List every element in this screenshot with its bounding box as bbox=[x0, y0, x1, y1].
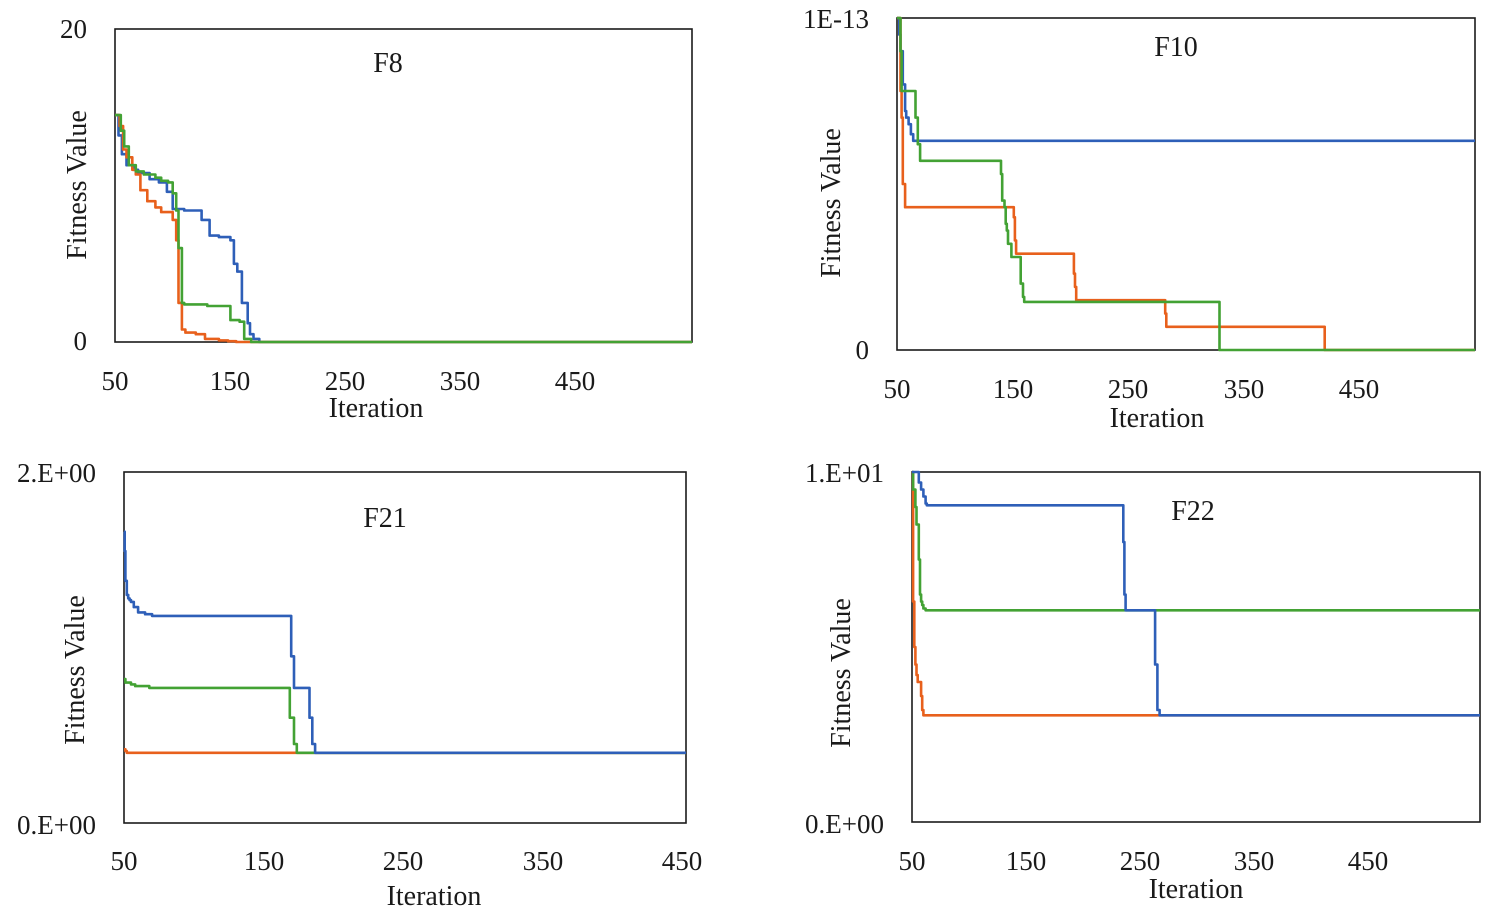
chart-title: F22 bbox=[1171, 496, 1215, 527]
x-tick-label: 350 bbox=[523, 846, 564, 876]
x-tick-label: 50 bbox=[102, 366, 129, 396]
panel-f21: F21 Fitness Value Iteration 2.E+00 0.E+0… bbox=[17, 458, 702, 911]
y-axis-label: Fitness Value bbox=[826, 598, 857, 748]
x-tick-label: 450 bbox=[662, 846, 703, 876]
panel-f10: F10 Fitness Value Iteration 1E-13 0 50 15… bbox=[803, 4, 1476, 434]
x-tick-label: 150 bbox=[244, 846, 285, 876]
x-tick-label: 250 bbox=[1120, 846, 1161, 876]
y-axis-label: Fitness Value bbox=[816, 128, 847, 278]
x-tick-label: 150 bbox=[1006, 846, 1047, 876]
y-axis-label: Fitness Value bbox=[60, 595, 91, 745]
x-tick-label: 350 bbox=[1234, 846, 1275, 876]
series-line-series-1 bbox=[123, 530, 686, 755]
x-tick-labels: 50 150 250 350 450 bbox=[899, 846, 1389, 876]
series-line-series-2 bbox=[897, 16, 1475, 352]
series-line-series-1 bbox=[115, 113, 692, 344]
series-layer bbox=[897, 16, 1475, 352]
x-tick-label: 450 bbox=[1348, 846, 1389, 876]
x-tick-labels: 50 150 250 350 450 bbox=[111, 846, 703, 876]
plot-frame bbox=[911, 471, 1481, 823]
plot-frame bbox=[114, 28, 693, 343]
series-line-series-3 bbox=[124, 677, 686, 755]
x-tick-labels: 50 150 250 350 450 bbox=[884, 374, 1380, 404]
y-axis-label: Fitness Value bbox=[62, 110, 93, 260]
chart-title: F8 bbox=[373, 48, 403, 79]
panel-f22: F22 Fitness Value Iteration 1.E+01 0.E+0… bbox=[805, 458, 1481, 905]
x-tick-label: 50 bbox=[111, 846, 138, 876]
series-line-series-3 bbox=[897, 16, 1475, 352]
y-tick-label: 0 bbox=[856, 335, 870, 365]
x-tick-label: 50 bbox=[899, 846, 926, 876]
x-axis-label: Iteration bbox=[1149, 874, 1244, 905]
y-tick-label: 1E-13 bbox=[803, 4, 869, 34]
x-tick-label: 150 bbox=[210, 366, 251, 396]
series-line-series-3 bbox=[911, 470, 1480, 612]
series-layer bbox=[115, 113, 692, 344]
y-tick-label: 0 bbox=[74, 326, 88, 356]
x-axis-label: Iteration bbox=[387, 881, 482, 911]
x-tick-label: 50 bbox=[884, 374, 911, 404]
y-tick-label: 2.E+00 bbox=[17, 458, 96, 488]
x-tick-label: 250 bbox=[383, 846, 424, 876]
plot-frame bbox=[896, 17, 1476, 351]
x-tick-label: 150 bbox=[993, 374, 1034, 404]
series-layer bbox=[911, 470, 1480, 717]
plot-frame bbox=[123, 471, 687, 824]
y-tick-label: 1.E+01 bbox=[805, 458, 884, 488]
series-line-series-2 bbox=[124, 748, 686, 755]
x-tick-label: 350 bbox=[440, 366, 481, 396]
series-layer bbox=[123, 530, 686, 755]
panel-f8: F8 Fitness Value Iteration 20 0 50 150 250… bbox=[60, 14, 693, 424]
series-line-series-2 bbox=[911, 470, 1480, 717]
y-tick-label: 0.E+00 bbox=[805, 809, 884, 839]
x-tick-label: 350 bbox=[1224, 374, 1265, 404]
x-tick-labels: 50 150 250 350 450 bbox=[102, 366, 596, 396]
y-tick-label: 0.E+00 bbox=[17, 810, 96, 840]
series-line-series-3 bbox=[115, 113, 692, 344]
x-tick-label: 250 bbox=[325, 366, 366, 396]
series-line-series-2 bbox=[115, 113, 692, 344]
y-tick-label: 20 bbox=[60, 14, 87, 44]
series-line-series-1 bbox=[912, 470, 1480, 717]
chart-title: F21 bbox=[363, 503, 407, 534]
x-axis-label: Iteration bbox=[329, 393, 424, 424]
x-tick-label: 450 bbox=[1339, 374, 1380, 404]
chart-title: F10 bbox=[1154, 32, 1198, 63]
x-axis-label: Iteration bbox=[1110, 403, 1205, 434]
x-tick-label: 250 bbox=[1108, 374, 1149, 404]
x-tick-label: 450 bbox=[555, 366, 596, 396]
